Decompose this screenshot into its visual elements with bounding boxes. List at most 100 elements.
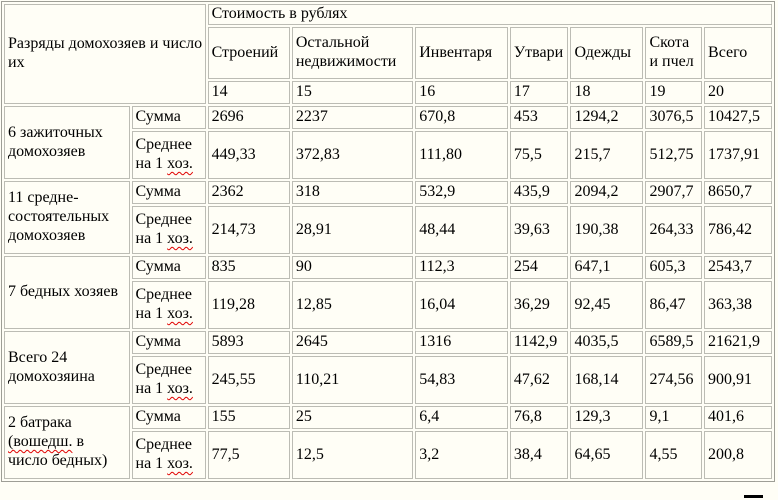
value-cell: 900,91 [704, 356, 772, 404]
column-header-odezhdy: Одежды [570, 27, 644, 79]
table-row: Среднее на 1 хоз. 77,5 12,5 3,2 38,4 64,… [4, 431, 772, 479]
household-cost-table: Разряды домохозяев и число их Стоимость … [1, 1, 775, 482]
value-cell: 245,55 [207, 356, 290, 404]
value-cell: 76,8 [509, 406, 569, 429]
value-cell: 4,55 [645, 431, 703, 479]
value-cell: 512,75 [645, 131, 703, 179]
column-number-cell: 19 [645, 81, 703, 104]
column-number-cell: 14 [207, 81, 290, 104]
value-cell: 605,3 [645, 256, 703, 279]
column-header-inventarya: Инвентаря [415, 27, 508, 79]
value-cell: 1142,9 [509, 331, 569, 354]
value-cell: 647,1 [570, 256, 644, 279]
value-cell: 112,3 [415, 256, 508, 279]
value-cell: 2094,2 [570, 181, 644, 204]
sum-label-cell: Сумма [131, 406, 206, 429]
avg-label-text: Среднее на 1 [135, 136, 192, 172]
value-cell: 264,33 [645, 206, 703, 254]
category-text: в число бедных) [8, 433, 108, 469]
value-cell: 449,33 [207, 131, 290, 179]
category-cell: Всего 24 домохозяина [4, 331, 130, 404]
value-cell: 1294,2 [570, 106, 644, 129]
value-cell: 2543,7 [704, 256, 772, 279]
avg-label-cell: Среднее на 1 хоз. [131, 431, 206, 479]
value-cell: 254 [509, 256, 569, 279]
value-cell: 64,65 [570, 431, 644, 479]
column-header-stroeniy: Строений [207, 27, 290, 79]
value-cell: 16,04 [415, 281, 508, 329]
avg-label-cell: Среднее на 1 хоз. [131, 206, 206, 254]
category-text: 7 бедных хозяев [8, 283, 118, 301]
text-cursor [744, 495, 763, 498]
value-cell: 401,6 [704, 406, 772, 429]
value-cell: 835 [207, 256, 290, 279]
value-cell: 1737,91 [704, 131, 772, 179]
header-row-numbers: 14 15 16 17 18 19 20 [4, 81, 772, 104]
value-cell: 86,47 [645, 281, 703, 329]
value-cell: 5893 [207, 331, 290, 354]
value-cell: 372,83 [291, 131, 414, 179]
avg-label-text: Среднее на 1 [135, 361, 192, 397]
value-cell: 2696 [207, 106, 290, 129]
category-cell: 6 зажиточных домохозяев [4, 106, 130, 179]
category-cell: 2 батрака (вошедш. в число бедных) [4, 406, 130, 479]
value-cell: 10427,5 [704, 106, 772, 129]
table-row: 11 средне-состоятельных домохозяев Сумма… [4, 181, 772, 254]
value-cell: 435,9 [509, 181, 569, 204]
value-cell: 12,5 [291, 431, 414, 479]
value-cell: 54,83 [415, 356, 508, 404]
column-number-cell: 16 [415, 81, 508, 104]
value-cell: 1316 [415, 331, 508, 354]
avg-misspelled-text: хоз. [167, 155, 193, 172]
value-cell: 12,85 [291, 281, 414, 329]
column-header-vsego: Всего [704, 27, 772, 79]
value-cell: 4035,5 [570, 331, 644, 354]
header-row-cost: Разряды домохозяев и число их Стоимость … [4, 4, 772, 104]
value-cell: 36,29 [509, 281, 569, 329]
value-cell: 90 [291, 256, 414, 279]
column-number-cell: 20 [704, 81, 772, 104]
value-cell: 155 [207, 406, 290, 429]
column-number-cell: 17 [509, 81, 569, 104]
value-cell: 190,38 [570, 206, 644, 254]
sum-label-cell: Сумма [131, 181, 206, 204]
table-row: 7 бедных хозяев Сумма 835 90 112,3 254 6… [4, 256, 772, 329]
sum-label-cell: Сумма [131, 106, 206, 129]
column-number-cell: 18 [570, 81, 644, 104]
category-cell: 11 средне-состоятельных домохозяев [4, 181, 130, 254]
table-row: Среднее на 1 хоз. 214,73 28,91 48,44 39,… [4, 206, 772, 254]
header-row-columns: Строений Остальной недвижимости Инвентар… [4, 27, 772, 79]
avg-label-text: Среднее на 1 [135, 286, 192, 322]
value-cell: 2362 [207, 181, 290, 204]
value-cell: 786,42 [704, 206, 772, 254]
category-misspelled-text: (вошедш. [8, 433, 73, 451]
value-cell: 532,9 [415, 181, 508, 204]
sum-label-cell: Сумма [131, 256, 206, 279]
category-cell: 7 бедных хозяев [4, 256, 130, 329]
table-row: 6 зажиточных домохозяев Сумма 2696 2237 … [4, 106, 772, 179]
value-cell: 318 [291, 181, 414, 204]
value-cell: 3076,5 [645, 106, 703, 129]
value-cell: 2907,7 [645, 181, 703, 204]
table-row: 2 батрака (вошедш. в число бедных) Сумма… [4, 406, 772, 479]
value-cell: 3,2 [415, 431, 508, 479]
table-row: Среднее на 1 хоз. 245,55 110,21 54,83 47… [4, 356, 772, 404]
value-cell: 38,4 [509, 431, 569, 479]
value-cell: 274,56 [645, 356, 703, 404]
value-cell: 215,7 [570, 131, 644, 179]
avg-label-text: Среднее на 1 [135, 436, 192, 472]
value-cell: 8650,7 [704, 181, 772, 204]
table-row: Всего 24 домохозяина Сумма 5893 2645 131… [4, 331, 772, 404]
table-row: Среднее на 1 хоз. 119,28 12,85 16,04 36,… [4, 281, 772, 329]
avg-misspelled-text: хоз. [167, 455, 193, 472]
value-cell: 453 [509, 106, 569, 129]
avg-misspelled-text: хоз. [167, 230, 193, 247]
value-cell: 6,4 [415, 406, 508, 429]
avg-label-cell: Среднее на 1 хоз. [131, 356, 206, 404]
category-text: 6 зажиточных домохозяев [8, 123, 103, 160]
value-cell: 77,5 [207, 431, 290, 479]
table-row: Среднее на 1 хоз. 449,33 372,83 111,80 7… [4, 131, 772, 179]
column-number-cell: 15 [291, 81, 414, 104]
avg-label-cell: Среднее на 1 хоз. [131, 131, 206, 179]
